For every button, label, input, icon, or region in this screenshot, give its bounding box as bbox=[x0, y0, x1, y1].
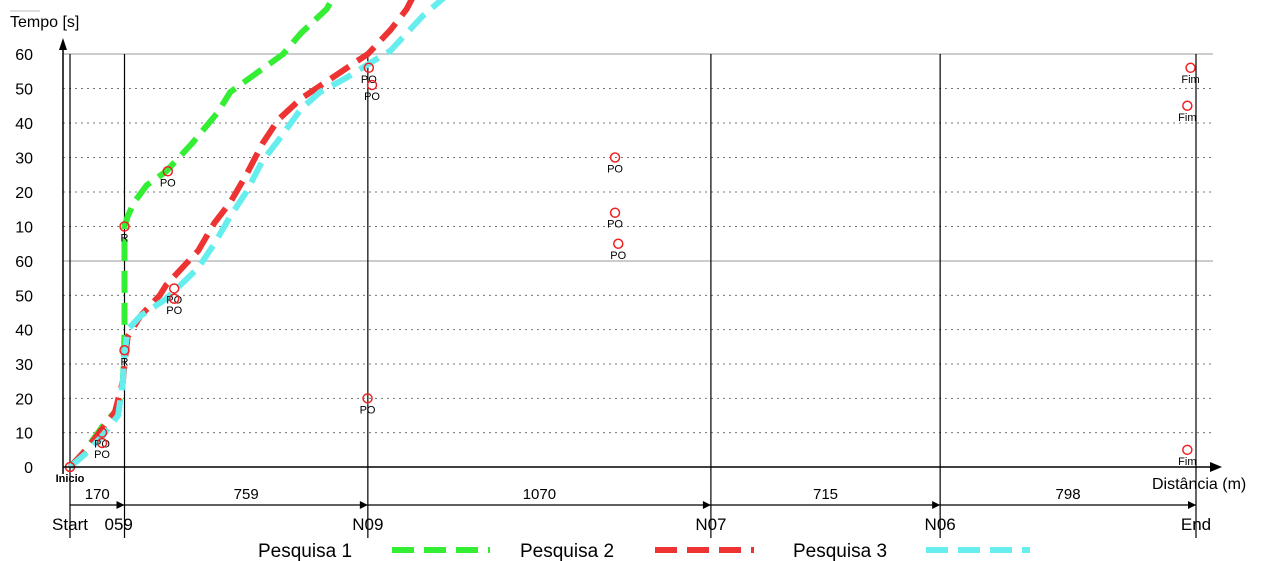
y-tick-label: 40 bbox=[15, 116, 33, 133]
event-label: Inicio bbox=[56, 473, 85, 485]
y-tick-labels: 0 10 20 30 40 50 60 10 20 30 40 50 60 bbox=[15, 47, 33, 477]
legend-label-1: Pesquisa 1 bbox=[258, 541, 352, 561]
y-tick-label: 50 bbox=[15, 288, 33, 305]
segment-label: 798 bbox=[1056, 486, 1081, 503]
segment-arrow bbox=[1188, 501, 1196, 509]
node-label: N07 bbox=[695, 515, 726, 534]
event-label: PO bbox=[360, 404, 376, 416]
event-marker bbox=[168, 293, 180, 305]
segment-label: 170 bbox=[85, 486, 110, 503]
legend-label-3: Pesquisa 3 bbox=[793, 541, 887, 561]
event-label: Fim bbox=[1178, 112, 1196, 124]
event-marker bbox=[362, 393, 373, 404]
node-label: End bbox=[1181, 515, 1211, 534]
series-layer bbox=[67, 0, 446, 470]
y-axis-title: Tempo [s] bbox=[10, 14, 79, 31]
y-tick-label: 50 bbox=[15, 82, 33, 99]
segment-arrow bbox=[702, 501, 711, 509]
event-marker bbox=[609, 207, 621, 218]
y-tick-label: 60 bbox=[15, 47, 33, 64]
series-line-1 bbox=[67, 0, 336, 470]
axes bbox=[10, 10, 1222, 509]
segment-arrow bbox=[116, 501, 125, 509]
segment-label: 715 bbox=[813, 486, 838, 503]
segment-label: 759 bbox=[234, 486, 259, 503]
y-tick-label: 10 bbox=[15, 220, 33, 237]
node-label: N06 bbox=[925, 515, 956, 534]
node-lines bbox=[69, 54, 1197, 538]
event-label: PO bbox=[94, 449, 110, 461]
y-tick-label: 10 bbox=[15, 426, 33, 443]
node-label: 059 bbox=[105, 515, 133, 534]
node-label: N09 bbox=[352, 515, 383, 534]
y-tick-label: 0 bbox=[24, 460, 33, 477]
y-axis-arrow bbox=[59, 38, 67, 50]
segment-labels: 170 759 1070 715 798 bbox=[85, 486, 1081, 503]
x-axis-title: Distância (m) bbox=[1152, 476, 1246, 493]
y-tick-label: 20 bbox=[15, 185, 33, 202]
series-line-3 bbox=[68, 0, 446, 470]
event-marker bbox=[96, 427, 108, 438]
event-label: PO bbox=[364, 91, 380, 103]
node-label: Start bbox=[52, 515, 88, 534]
series-line-2 bbox=[67, 0, 415, 470]
event-marker bbox=[119, 345, 130, 356]
event-label: Fim bbox=[1181, 74, 1199, 86]
legend-label-2: Pesquisa 2 bbox=[520, 541, 614, 561]
event-label: R bbox=[121, 356, 129, 368]
event-marker bbox=[613, 238, 624, 249]
segment-label: 1070 bbox=[523, 486, 556, 503]
event-marker bbox=[1182, 100, 1193, 111]
event-marker bbox=[168, 283, 180, 294]
event-marker bbox=[1185, 62, 1196, 74]
x-axis-arrow bbox=[1210, 462, 1222, 472]
event-label: PO bbox=[607, 164, 623, 176]
event-marker bbox=[162, 166, 174, 177]
y-tick-label: 40 bbox=[15, 323, 33, 340]
segment-arrow bbox=[359, 501, 368, 509]
event-marker bbox=[1182, 444, 1193, 456]
legend: Pesquisa 1 Pesquisa 2 Pesquisa 3 bbox=[258, 541, 1030, 561]
event-label: PO bbox=[160, 177, 176, 189]
event-marker bbox=[119, 221, 130, 232]
segment-arrow bbox=[932, 501, 941, 509]
event-label: PO bbox=[361, 74, 377, 86]
y-tick-label: 60 bbox=[15, 254, 33, 271]
event-label: Fim bbox=[1178, 456, 1196, 468]
event-marker bbox=[609, 152, 621, 163]
panel-boundaries bbox=[63, 53, 1213, 262]
event-marker bbox=[363, 62, 375, 74]
event-label: PO bbox=[166, 305, 182, 317]
event-label: PO bbox=[610, 250, 626, 262]
y-tick-label: 30 bbox=[15, 357, 33, 374]
event-label: R bbox=[121, 233, 129, 245]
node-labels: Start 059 N09 N07 N06 End bbox=[52, 515, 1211, 534]
event-marker bbox=[366, 79, 378, 91]
event-marker bbox=[96, 437, 108, 449]
event-label: PO bbox=[607, 219, 623, 231]
y-tick-label: 30 bbox=[15, 151, 33, 168]
y-tick-label: 20 bbox=[15, 391, 33, 408]
